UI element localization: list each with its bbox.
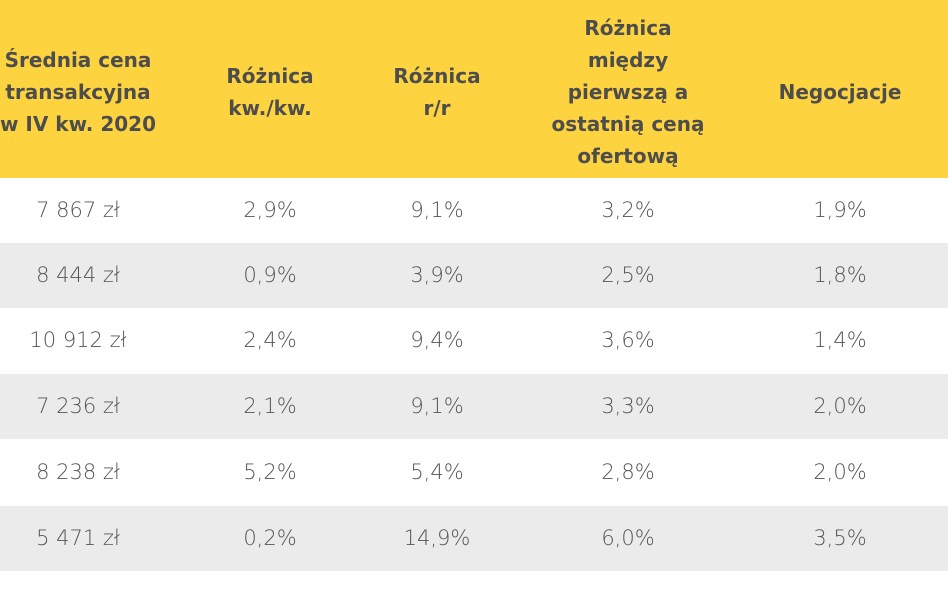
table-cell: 3,6% xyxy=(601,328,655,352)
table-cell: 5,4% xyxy=(410,460,464,484)
header-cell: Różnica xyxy=(226,64,314,88)
header-cell: między xyxy=(587,48,669,72)
table-cell: 9,4% xyxy=(410,328,464,352)
header-background xyxy=(0,0,948,178)
row-background xyxy=(0,506,948,571)
header-cell: Negocjacje xyxy=(778,80,902,104)
header-cell: transakcyjna xyxy=(5,80,151,104)
table-cell: 2,8% xyxy=(601,460,655,484)
header-cell: r/r xyxy=(423,96,451,120)
table-cell: 8 238 zł xyxy=(36,460,120,484)
table-cell: 3,3% xyxy=(601,394,655,418)
row-background xyxy=(0,440,948,505)
table-cell: 5 471 zł xyxy=(36,526,120,550)
header-cell: Różnica xyxy=(393,64,481,88)
table-cell: 14,9% xyxy=(403,526,471,550)
row-background xyxy=(0,374,948,439)
table-cell: 2,0% xyxy=(813,394,867,418)
table-cell: 1,9% xyxy=(813,198,867,222)
table-cell: 2,1% xyxy=(243,394,297,418)
table-cell: 2,4% xyxy=(243,328,297,352)
header-cell: pierwszą a xyxy=(567,80,689,104)
table-cell: 3,5% xyxy=(813,526,867,550)
table-cell: 7 867 zł xyxy=(36,198,120,222)
row-background xyxy=(0,308,948,373)
table-cell: 9,1% xyxy=(410,198,464,222)
table-cell: 6,0% xyxy=(601,526,655,550)
table-cell: 2,9% xyxy=(243,198,297,222)
table-cell: 0,2% xyxy=(243,526,297,550)
row-background xyxy=(0,243,948,308)
table-cell: 5,2% xyxy=(243,460,297,484)
table-cell: 9,1% xyxy=(410,394,464,418)
header-cell: w IV kw. 2020 xyxy=(0,112,157,136)
table-cell: 1,4% xyxy=(813,328,867,352)
header-cell: Różnica xyxy=(584,16,672,40)
table-cell: 8 444 zł xyxy=(36,263,120,287)
header-cell: ostatnią ceną xyxy=(551,112,705,136)
header-cell: ofertową xyxy=(577,144,679,168)
table-cell: 1,8% xyxy=(813,263,867,287)
table-cell: 3,2% xyxy=(601,198,655,222)
table-cell: 7 236 zł xyxy=(36,394,120,418)
table-cell: 10 912 zł xyxy=(29,328,127,352)
table-cell: 2,0% xyxy=(813,460,867,484)
header-cell: kw./kw. xyxy=(228,96,312,120)
table-cell: 0,9% xyxy=(243,263,297,287)
row-background xyxy=(0,178,948,243)
table-cell: 3,9% xyxy=(410,263,464,287)
table-cell: 2,5% xyxy=(601,263,655,287)
header-cell: Średnia cena xyxy=(4,48,152,72)
